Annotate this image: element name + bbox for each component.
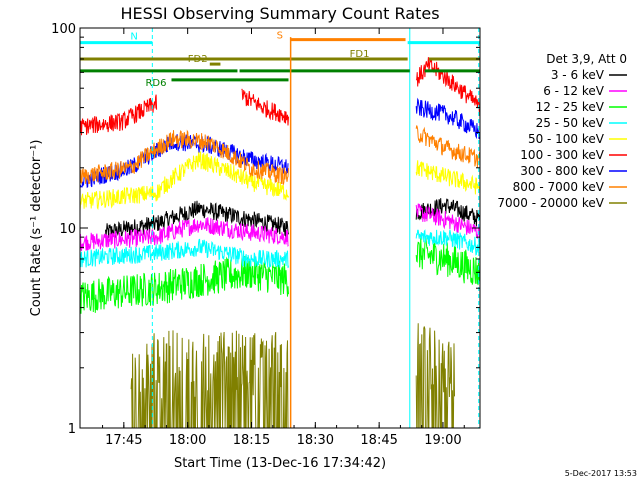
legend-label-50-100-kev: 50 - 100 keV <box>528 132 605 146</box>
flag-label-s: S <box>277 31 283 42</box>
series-line-7000-20000-kev-0 <box>130 330 289 428</box>
series-line-6-12-kev-1 <box>415 203 480 242</box>
series-line-25-50-kev-1 <box>415 229 480 256</box>
y-tick-label-2: 100 <box>51 22 76 37</box>
series-line-25-50-kev-0 <box>80 238 289 269</box>
series-line-6-12-kev-0 <box>80 217 289 251</box>
series-line-7000-20000-kev-1 <box>415 323 455 428</box>
legend-label-7000-20000-kev: 7000 - 20000 keV <box>497 196 604 210</box>
y-tick-label-1: 10 <box>59 222 76 237</box>
x-tick-label-3: 18:30 <box>297 433 334 448</box>
legend-title: Det 3,9, Att 0 <box>546 52 627 66</box>
legend-label-25-50-kev: 25 - 50 keV <box>536 116 605 130</box>
x-tick-label-4: 18:45 <box>360 433 397 448</box>
y-tick-label-0: 1 <box>68 422 76 437</box>
series-line-12-25-kev-1 <box>415 236 480 286</box>
flag-label-rd6: RD6 <box>145 78 166 89</box>
legend-label-3-6-kev: 3 - 6 keV <box>551 68 605 82</box>
legend-label-6-12-kev: 6 - 12 keV <box>543 84 605 98</box>
flag-label-fd2: FD2 <box>188 54 208 65</box>
series-line-800-7000-kev-1 <box>415 125 480 168</box>
legend-label-12-25-kev: 12 - 25 keV <box>536 100 605 114</box>
series-line-100-300-kev-2 <box>415 57 480 116</box>
x-tick-label-2: 18:15 <box>233 433 270 448</box>
series-line-12-25-kev-0 <box>80 255 289 314</box>
footer-date: 5-Dec-2017 13:53 <box>565 469 637 478</box>
series-line-100-300-kev-0 <box>80 94 158 136</box>
chart-title: HESSI Observing Summary Count Rates <box>120 4 439 23</box>
flag-label-fd1: FD1 <box>350 49 370 60</box>
legend-label-800-7000-kev: 800 - 7000 keV <box>513 180 605 194</box>
x-tick-label-5: 19:00 <box>424 433 461 448</box>
series-line-800-7000-kev-0 <box>80 129 289 186</box>
series-line-300-800-kev-1 <box>415 97 480 140</box>
y-axis-label: Count Rate (s⁻¹ detector⁻¹) <box>29 140 44 317</box>
series-line-50-100-kev-1 <box>415 160 480 195</box>
flag-label-n: N <box>130 32 137 43</box>
legend-label-300-800-kev: 300 - 800 keV <box>520 164 604 178</box>
x-tick-label-1: 18:00 <box>169 433 206 448</box>
x-tick-label-0: 17:45 <box>105 433 142 448</box>
legend: 3 - 6 keV 6 - 12 keV 12 - 25 keV 25 - 50 ke… <box>497 68 627 210</box>
series-line-50-100-kev-0 <box>80 151 289 211</box>
x-axis-label: Start Time (13-Dec-16 17:34:42) <box>174 456 386 471</box>
legend-label-100-300-kev: 100 - 300 keV <box>520 148 604 162</box>
series-line-100-300-kev-1 <box>241 88 289 126</box>
